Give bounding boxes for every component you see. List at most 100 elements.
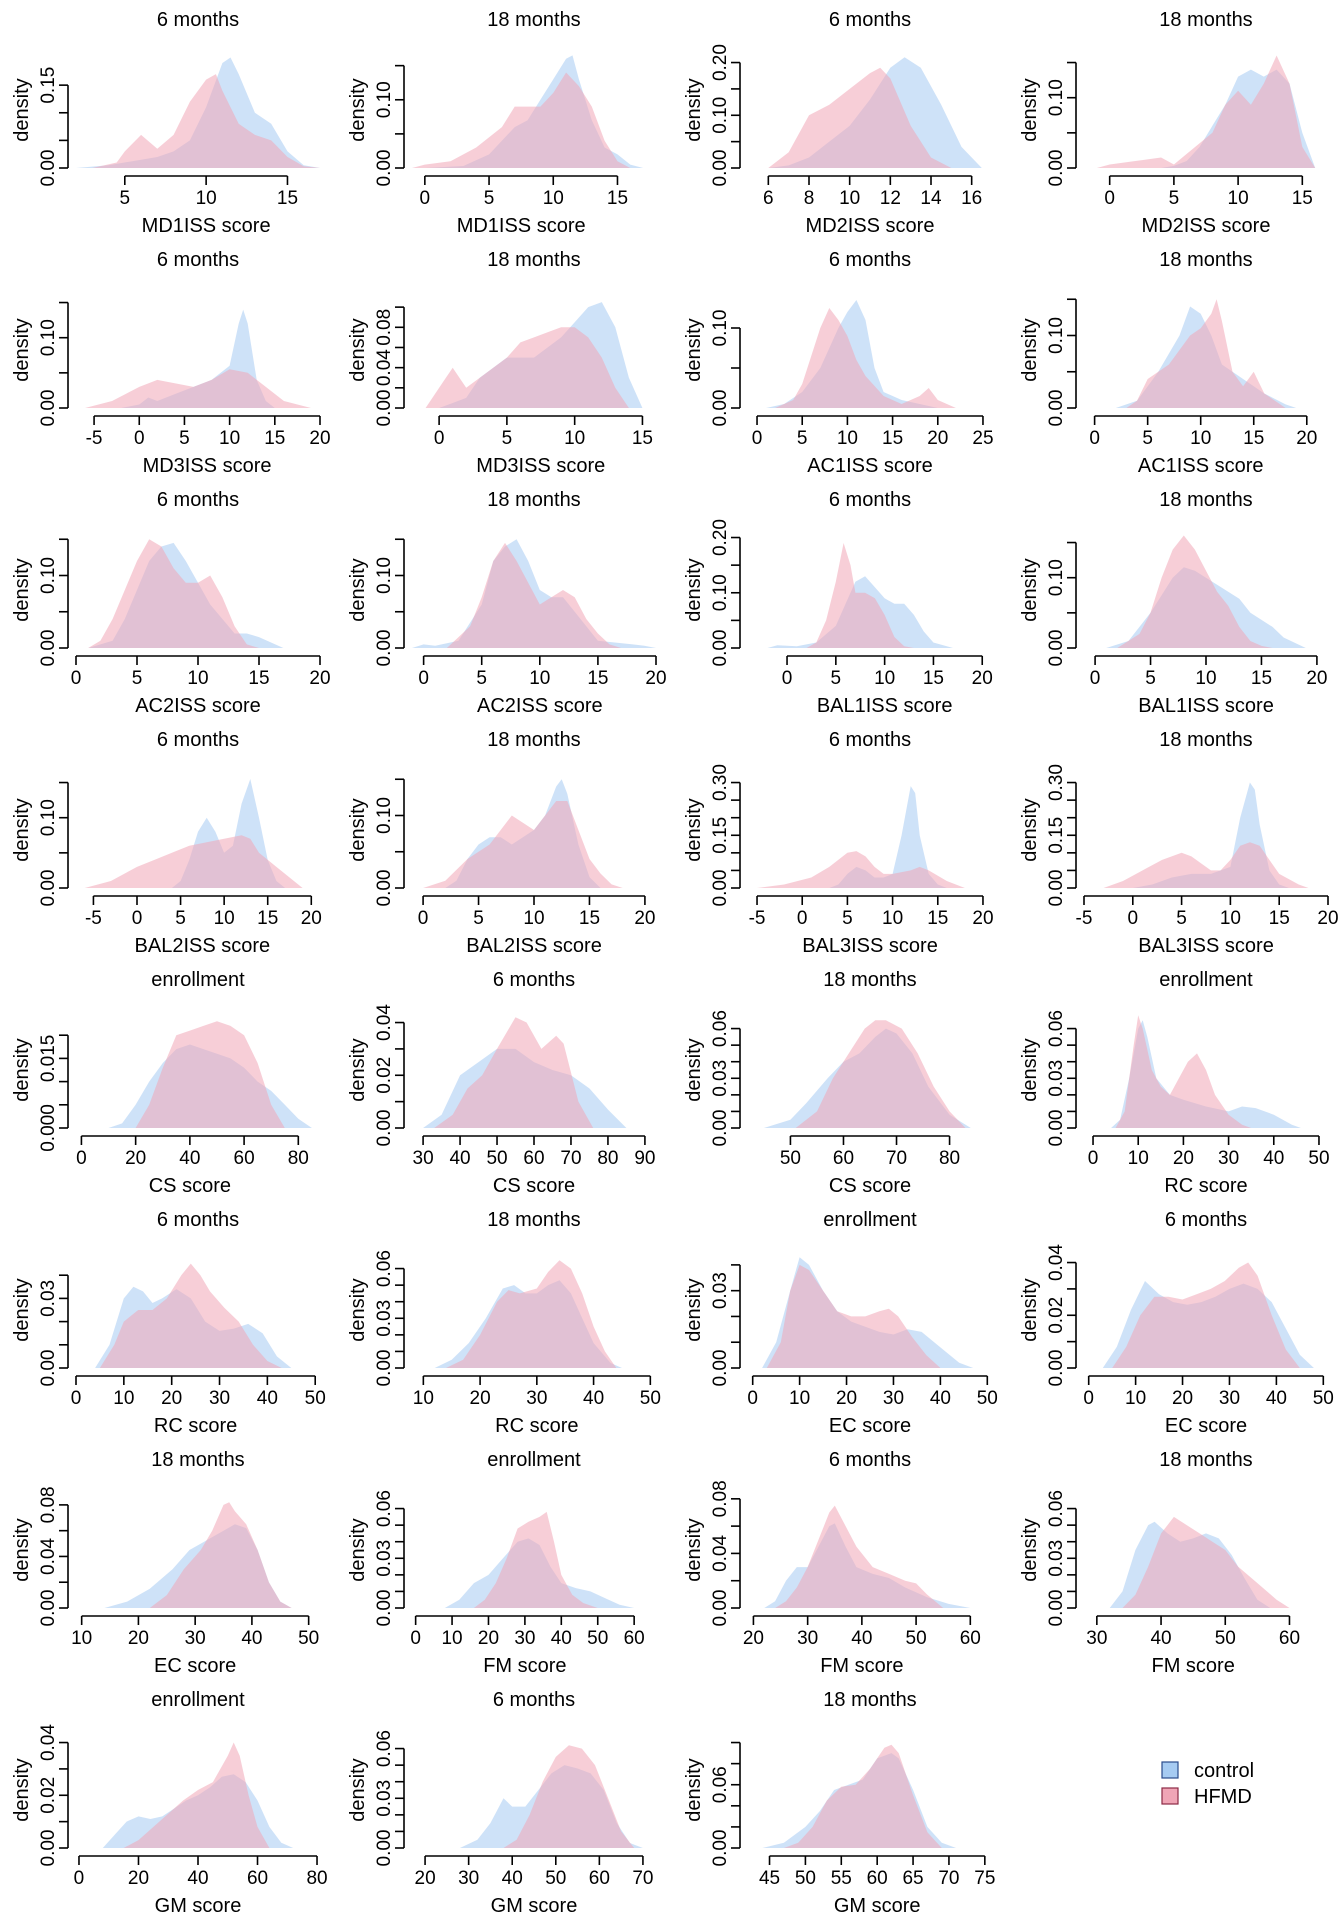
x-tick-label: 10 bbox=[1128, 1148, 1149, 1169]
x-tick-label: 50 bbox=[305, 1388, 326, 1409]
x-axis-label: BAL2ISS score bbox=[466, 935, 602, 957]
x-tick-label: 14 bbox=[920, 188, 942, 209]
y-axis-label: density bbox=[347, 318, 369, 381]
density-panel: 0 5 10 15 0.00 0.10 18 months MD2ISS score densi… bbox=[1019, 9, 1316, 237]
x-tick-label: 0 bbox=[420, 188, 431, 209]
x-axis-label: AC2ISS score bbox=[477, 695, 603, 717]
x-tick-label: 15 bbox=[264, 428, 285, 449]
x-tick-label: 40 bbox=[449, 1148, 470, 1169]
y-tick-label: 0.00 bbox=[710, 1830, 731, 1867]
x-tick-label: 80 bbox=[597, 1148, 618, 1169]
x-tick-label: 30 bbox=[209, 1388, 230, 1409]
x-tick-label: 30 bbox=[1086, 1628, 1107, 1649]
x-tick-label: 20 bbox=[972, 668, 993, 689]
y-tick-label: 0.00 bbox=[374, 630, 395, 667]
panel-title: enrollment bbox=[151, 1689, 245, 1711]
y-tick-label: 0.03 bbox=[710, 1272, 731, 1309]
x-tick-label: 40 bbox=[1266, 1388, 1287, 1409]
x-tick-label: 0 bbox=[71, 668, 82, 689]
hfmd-density-area bbox=[775, 1505, 944, 1608]
x-tick-label: 0 bbox=[134, 428, 145, 449]
density-panel: 45 50 55 60 65 70 75 0.00 0.06 18 months GM score d… bbox=[683, 1689, 995, 1917]
x-axis-label: MD2ISS score bbox=[1142, 215, 1271, 237]
x-tick-label: 0 bbox=[1088, 1148, 1099, 1169]
x-tick-label: 10 bbox=[113, 1388, 134, 1409]
x-tick-label: 40 bbox=[583, 1388, 604, 1409]
x-tick-label: 15 bbox=[1243, 428, 1264, 449]
y-axis-label: density bbox=[1019, 558, 1041, 621]
x-tick-label: 10 bbox=[1220, 908, 1241, 929]
hfmd-density-area bbox=[775, 308, 956, 408]
x-tick-label: 0 bbox=[74, 1868, 85, 1889]
y-tick-label: 0.04 bbox=[1046, 1244, 1067, 1281]
hfmd-density-area bbox=[1103, 842, 1309, 888]
y-tick-label: 0.06 bbox=[710, 1766, 731, 1803]
x-tick-label: 5 bbox=[484, 188, 495, 209]
y-axis-label: density bbox=[683, 1518, 705, 1581]
x-tick-label: 30 bbox=[1218, 1148, 1239, 1169]
x-tick-label: 15 bbox=[927, 908, 948, 929]
panel-title: 6 months bbox=[493, 969, 575, 991]
density-panel: 0 20 40 60 80 0.00 0.02 0.04 enrollment GM score d… bbox=[11, 1689, 328, 1917]
y-axis-label: density bbox=[1019, 1278, 1041, 1341]
x-tick-label: 50 bbox=[977, 1388, 998, 1409]
y-tick-label: 0.10 bbox=[38, 319, 59, 356]
x-tick-label: 16 bbox=[961, 188, 982, 209]
density-panel: 0 10 20 30 40 50 0.00 0.03 6 months RC score densi… bbox=[11, 1209, 326, 1437]
x-tick-label: 5 bbox=[831, 668, 842, 689]
x-tick-label: 10 bbox=[187, 668, 208, 689]
x-axis-label: AC1ISS score bbox=[807, 455, 933, 477]
x-axis-label: EC score bbox=[154, 1655, 236, 1677]
y-axis-label: density bbox=[347, 1278, 369, 1341]
y-tick-label: 0.08 bbox=[38, 1486, 59, 1523]
x-tick-label: 50 bbox=[795, 1868, 816, 1889]
density-panel: 50 60 70 80 0.00 0.03 0.06 18 months CS score den… bbox=[683, 969, 971, 1197]
x-tick-label: 20 bbox=[125, 1148, 146, 1169]
x-axis-label: MD1ISS score bbox=[142, 215, 271, 237]
y-tick-label: 0.03 bbox=[374, 1300, 395, 1337]
x-tick-label: 0 bbox=[76, 1148, 87, 1169]
x-axis-label: MD3ISS score bbox=[143, 455, 272, 477]
x-axis-label: FM score bbox=[483, 1655, 566, 1677]
x-tick-label: 0 bbox=[71, 1388, 82, 1409]
hfmd-density-area bbox=[84, 835, 303, 888]
legend-label: HFMD bbox=[1194, 1786, 1252, 1808]
y-tick-label: 0.03 bbox=[1046, 1060, 1067, 1097]
x-tick-label: 0 bbox=[434, 428, 445, 449]
y-tick-label: 0.00 bbox=[1046, 150, 1067, 187]
hfmd-density-area bbox=[1126, 299, 1286, 408]
y-axis-label: density bbox=[683, 798, 705, 861]
x-tick-label: 15 bbox=[632, 428, 653, 449]
x-tick-label: 90 bbox=[634, 1148, 655, 1169]
x-tick-label: 70 bbox=[632, 1868, 653, 1889]
hfmd-density-area bbox=[1096, 55, 1316, 168]
x-tick-label: 0 bbox=[1104, 188, 1115, 209]
x-axis-label: CS score bbox=[149, 1175, 231, 1197]
y-axis-label: density bbox=[11, 318, 33, 381]
y-axis-label: density bbox=[11, 798, 33, 861]
x-tick-label: 10 bbox=[1125, 1388, 1146, 1409]
density-panel: 30 40 50 60 70 80 90 0.00 0.02 0.04 6 months CS sco… bbox=[347, 969, 655, 1197]
density-panel: -5 0 5 10 15 20 0.00 0.10 6 months BAL2ISS score d… bbox=[11, 729, 322, 957]
x-tick-label: 20 bbox=[1173, 1148, 1194, 1169]
x-tick-label: 0 bbox=[418, 908, 429, 929]
x-tick-label: 50 bbox=[780, 1148, 801, 1169]
x-tick-label: 80 bbox=[939, 1148, 960, 1169]
density-panel: 10 20 30 40 50 0.00 0.03 0.06 18 months RC score d… bbox=[347, 1209, 661, 1437]
y-tick-label: 0.00 bbox=[374, 870, 395, 907]
hfmd-density-area bbox=[503, 1745, 635, 1848]
y-axis-label: density bbox=[683, 78, 705, 141]
x-axis-label: FM score bbox=[1151, 1655, 1234, 1677]
y-axis-label: density bbox=[1019, 1518, 1041, 1581]
x-tick-label: 15 bbox=[277, 188, 298, 209]
x-tick-label: 60 bbox=[833, 1148, 854, 1169]
y-axis-label: density bbox=[11, 1518, 33, 1581]
x-tick-label: 0 bbox=[1090, 668, 1101, 689]
x-axis-label: GM score bbox=[834, 1895, 921, 1917]
x-axis-label: MD1ISS score bbox=[457, 215, 586, 237]
x-tick-label: 15 bbox=[923, 668, 944, 689]
y-tick-label: 0.10 bbox=[1046, 317, 1067, 354]
panel-title: 18 months bbox=[1159, 489, 1252, 511]
legend-swatch bbox=[1161, 1787, 1179, 1805]
